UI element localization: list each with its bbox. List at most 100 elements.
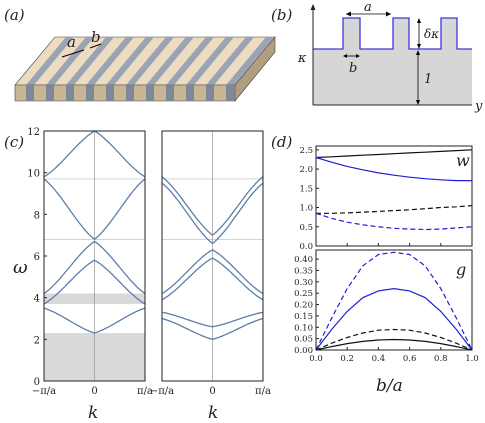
slab-stripe [206,37,254,85]
w-chart: 0.0 0.5 1.0 1.5 2.0 2.5 [299,145,473,252]
slab-stripe [126,37,174,85]
profile-label-dk: δκ [424,27,439,41]
slab-front-stripe [206,85,214,101]
slab-front-stripe [86,85,94,101]
y-tick-label: 0.40 [294,255,313,265]
y-tick-label: 0.30 [294,278,313,288]
band-4 [161,249,264,295]
y-tick-label: 0.0 [299,242,313,252]
frame [315,249,473,351]
band-2 [161,311,264,328]
band-3 [43,240,146,295]
arrow-b [89,43,102,49]
arrow-a [61,49,85,58]
band-4 [43,178,146,241]
curve-black-solid [315,149,473,159]
slab-stripe [46,37,94,85]
label-b: b [91,28,101,46]
x-tick-label: −π/a [150,386,174,397]
slab-stripe [146,37,194,85]
y-tick-label: 0.05 [294,335,313,345]
c-xlabel-left: k [88,403,98,423]
x-tick-label: 0.8 [434,354,448,364]
slab-side [234,36,276,102]
g-chart: 0.000.05 0.100.150.20 0.250.30 0.350.40 0.0 0… [294,249,479,364]
slab-stripe [66,37,114,85]
y-tick-label: 1.0 [299,204,313,214]
slab-front-stripe [226,85,234,101]
frame [315,145,473,247]
profile-line [313,17,472,50]
profile-label-b: b [349,61,357,76]
y-tick-label: 4 [34,294,40,305]
x-tick-label: 0 [91,386,97,397]
slab-front-stripe [186,85,194,101]
curve-blue-solid [315,287,473,351]
panel-label-b: (b) [271,6,292,24]
x-tick-label: π/a [137,386,153,397]
slab-front-stripe [106,85,114,101]
c-ylabel: ω [13,257,28,278]
slab-front-stripe [166,85,174,101]
slab-stripe [26,37,74,85]
band-chart-right: −π/a 0 π/a [150,130,271,397]
c-xlabel-right: k [208,403,218,423]
band-2 [43,259,146,305]
x-tick-label: 1.0 [465,354,479,364]
slab-front-stripe [66,85,74,101]
curve-black-dashed [315,328,473,351]
y-tick-label: 2.5 [299,146,313,156]
slab-front-stripe [46,85,54,101]
y-tick-label: 2.0 [299,165,313,175]
curve-black-solid [315,338,473,351]
curve-blue-dashed [315,251,473,351]
profile-label-y: y [474,99,483,114]
striped-slab [14,36,276,102]
y-tick-label: 8 [34,210,40,221]
y-tick-label: 0.20 [294,301,313,311]
band-5 [161,182,264,245]
band-1 [161,317,264,340]
curve-blue-dashed [315,212,473,231]
y-tick-label: 0.35 [294,266,313,276]
profile-label-one: 1 [424,72,432,87]
x-tick-label: −π/a [32,386,56,397]
y-tick-label: 0.25 [294,289,313,299]
slab-stripe [106,37,154,85]
x-tick-label: π/a [255,386,271,397]
y-tick-label: 0.5 [299,223,313,233]
slab-front-stripe [126,85,134,101]
panel-label-d: (d) [271,133,292,151]
slab-front-stripe [26,85,34,101]
y-tick-label: 0 [34,377,40,388]
slab-stripe [186,37,234,85]
y-tick-label: 0.15 [294,312,313,322]
band-6 [161,176,264,237]
slab-stripe [166,37,214,85]
profile-label-kappa: κ [297,51,307,66]
x-tick-label: 0.0 [309,354,323,364]
d-xlabel: b/a [376,376,403,396]
x-tick-label: 0.6 [403,354,417,364]
g-label: g [456,260,466,279]
label-a: a [67,33,76,51]
y-tick-label: 10 [27,169,40,180]
band-1 [43,307,146,334]
slab-front-stripe [146,85,154,101]
slab-stripe [86,37,134,85]
y-tick-label: 1.5 [299,184,313,194]
y-tick-label: 0.00 [294,346,313,356]
y-tick-label: 6 [34,252,40,263]
panel-label-a: (a) [4,6,25,24]
x-tick-label: 0 [209,386,215,397]
y-tick-label: 12 [27,127,40,138]
curve-blue-solid [315,156,472,182]
profile-diagram [310,4,472,106]
slab-stripes [26,37,274,85]
x-tick-label: 0.2 [340,354,354,364]
band-3 [161,257,264,301]
y-tick-label: 0.10 [294,323,313,333]
y-tick-label: 2 [34,335,40,346]
